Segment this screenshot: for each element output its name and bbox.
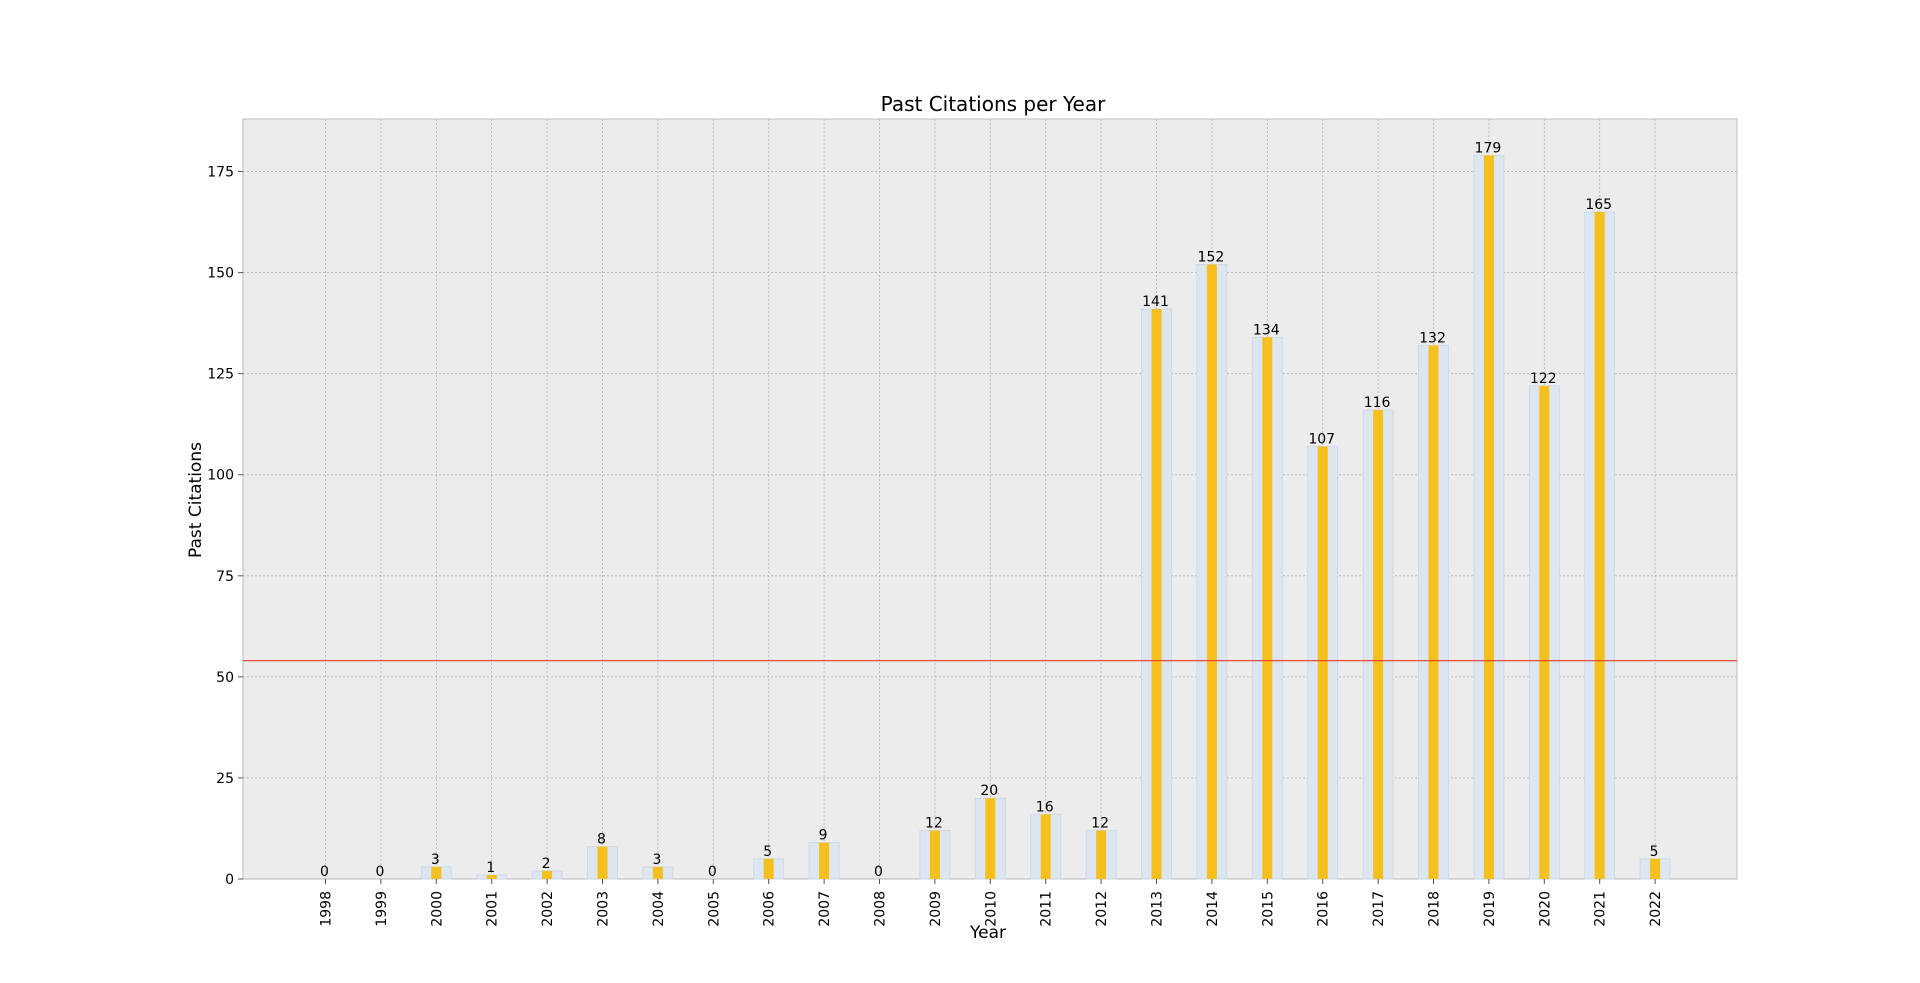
y-axis-ticks: 0 25 50 75 100 125 150 175 — [207, 165, 243, 888]
data-label: 16 — [1036, 799, 1054, 815]
x-tick-label: 2010 — [983, 891, 999, 927]
data-label: 134 — [1253, 322, 1280, 338]
x-tick-label: 2007 — [817, 891, 833, 927]
bar — [1317, 446, 1328, 879]
data-label: 12 — [1091, 815, 1109, 831]
x-tick-label: 2004 — [651, 891, 667, 927]
x-axis-title: Year — [969, 923, 1006, 943]
data-label: 3 — [652, 852, 661, 868]
bar — [1151, 309, 1162, 879]
data-label: 152 — [1198, 250, 1225, 266]
y-tick-label: 50 — [216, 670, 234, 686]
bar — [763, 858, 774, 879]
data-label: 107 — [1308, 431, 1335, 447]
data-label: 3 — [431, 852, 440, 868]
x-tick-label: 1999 — [374, 891, 390, 927]
y-tick-label: 100 — [207, 468, 234, 484]
data-labels: 0 031 283059012201612141152134107116132179… — [320, 140, 1659, 880]
x-tick-label: 2009 — [928, 891, 944, 927]
data-label: 5 — [1650, 844, 1659, 860]
data-label: 2 — [542, 856, 551, 872]
bar — [1539, 385, 1550, 879]
x-tick-label: 2018 — [1427, 891, 1443, 927]
x-tick-label: 2000 — [429, 891, 445, 927]
data-label: 0 — [874, 864, 883, 880]
bar — [929, 830, 940, 879]
x-tick-label: 2015 — [1260, 891, 1276, 927]
x-tick-label: 2003 — [596, 891, 612, 927]
x-tick-label: 2006 — [762, 891, 778, 927]
bar — [1428, 345, 1439, 880]
data-label: 116 — [1364, 395, 1391, 411]
x-tick-label: 2008 — [873, 891, 889, 927]
bar — [819, 842, 830, 879]
x-tick-label: 2021 — [1593, 891, 1609, 927]
data-label: 0 — [375, 864, 384, 880]
data-label: 141 — [1142, 294, 1169, 310]
y-tick-label: 150 — [207, 266, 234, 282]
data-label: 132 — [1419, 330, 1446, 346]
data-label: 0 — [320, 864, 329, 880]
x-tick-label: 2012 — [1094, 891, 1110, 927]
y-axis-title: Past Citations — [186, 442, 206, 558]
x-tick-label: 2019 — [1482, 891, 1498, 927]
x-tick-label: 2001 — [485, 891, 501, 927]
y-tick-label: 75 — [216, 569, 234, 585]
x-tick-label: 2017 — [1371, 891, 1387, 927]
x-tick-label: 2016 — [1316, 891, 1332, 927]
bar — [985, 798, 996, 879]
data-label: 20 — [980, 783, 998, 799]
bar — [431, 866, 442, 879]
bars — [420, 154, 1671, 880]
data-label: 179 — [1475, 140, 1502, 156]
bar — [486, 874, 497, 879]
x-tick-label: 2013 — [1150, 891, 1166, 927]
x-tick-label: 2005 — [706, 891, 722, 927]
data-label: 5 — [763, 844, 772, 860]
bar — [1096, 830, 1107, 879]
chart-title: Past Citations per Year — [881, 92, 1106, 116]
bar — [1262, 337, 1273, 880]
data-label: 8 — [597, 832, 606, 848]
y-tick-label: 0 — [225, 872, 234, 888]
x-tick-label: 2020 — [1537, 891, 1553, 927]
data-label: 165 — [1585, 197, 1612, 213]
data-label: 0 — [708, 864, 717, 880]
bar — [1373, 410, 1384, 879]
bar — [1483, 155, 1494, 879]
bar — [597, 846, 608, 879]
y-tick-label: 25 — [216, 771, 234, 787]
x-tick-label: 2002 — [540, 891, 556, 927]
data-label: 9 — [819, 828, 828, 844]
x-tick-label: 2014 — [1205, 891, 1221, 927]
y-tick-label: 175 — [207, 165, 234, 181]
data-label: 1 — [486, 860, 495, 876]
data-label: 122 — [1530, 371, 1557, 387]
x-tick-label: 1998 — [319, 891, 335, 927]
bar — [1650, 858, 1661, 879]
bar — [1206, 264, 1217, 879]
bar — [652, 866, 663, 879]
x-axis-ticks: 1998 1999 2000 2001 2002 2003 2004 2005 2006 2007… — [319, 879, 1664, 927]
bar — [1594, 211, 1605, 879]
x-tick-label: 2011 — [1039, 891, 1055, 927]
x-tick-label: 2022 — [1648, 891, 1664, 927]
data-label: 12 — [925, 815, 943, 831]
bar — [542, 870, 553, 879]
y-tick-label: 125 — [207, 367, 234, 383]
bar — [1040, 814, 1051, 879]
